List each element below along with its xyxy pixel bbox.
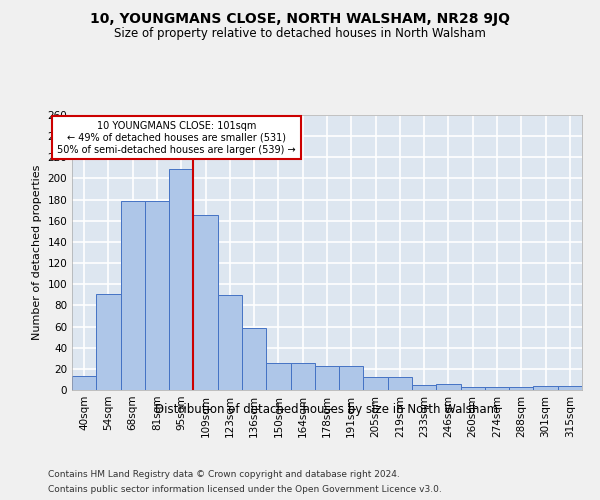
Bar	[558, 386, 582, 390]
Bar	[290, 362, 315, 390]
Text: 10 YOUNGMANS CLOSE: 101sqm
← 49% of detached houses are smaller (531)
50% of sem: 10 YOUNGMANS CLOSE: 101sqm ← 49% of deta…	[57, 122, 296, 154]
Text: Contains public sector information licensed under the Open Government Licence v3: Contains public sector information licen…	[48, 485, 442, 494]
Bar	[242, 328, 266, 390]
Text: Contains HM Land Registry data © Crown copyright and database right 2024.: Contains HM Land Registry data © Crown c…	[48, 470, 400, 479]
Text: Size of property relative to detached houses in North Walsham: Size of property relative to detached ho…	[114, 28, 486, 40]
Bar	[193, 216, 218, 390]
Bar	[412, 384, 436, 390]
Bar	[509, 387, 533, 390]
Bar	[533, 386, 558, 390]
Bar	[364, 378, 388, 390]
Bar	[388, 378, 412, 390]
Bar	[315, 366, 339, 390]
Text: Distribution of detached houses by size in North Walsham: Distribution of detached houses by size …	[155, 402, 499, 415]
Y-axis label: Number of detached properties: Number of detached properties	[32, 165, 42, 340]
Bar	[461, 387, 485, 390]
Bar	[266, 362, 290, 390]
Bar	[218, 295, 242, 390]
Text: 10, YOUNGMANS CLOSE, NORTH WALSHAM, NR28 9JQ: 10, YOUNGMANS CLOSE, NORTH WALSHAM, NR28…	[90, 12, 510, 26]
Bar	[436, 384, 461, 390]
Bar	[145, 200, 169, 390]
Bar	[169, 169, 193, 390]
Bar	[121, 200, 145, 390]
Bar	[72, 376, 96, 390]
Bar	[96, 294, 121, 390]
Bar	[339, 366, 364, 390]
Bar	[485, 387, 509, 390]
